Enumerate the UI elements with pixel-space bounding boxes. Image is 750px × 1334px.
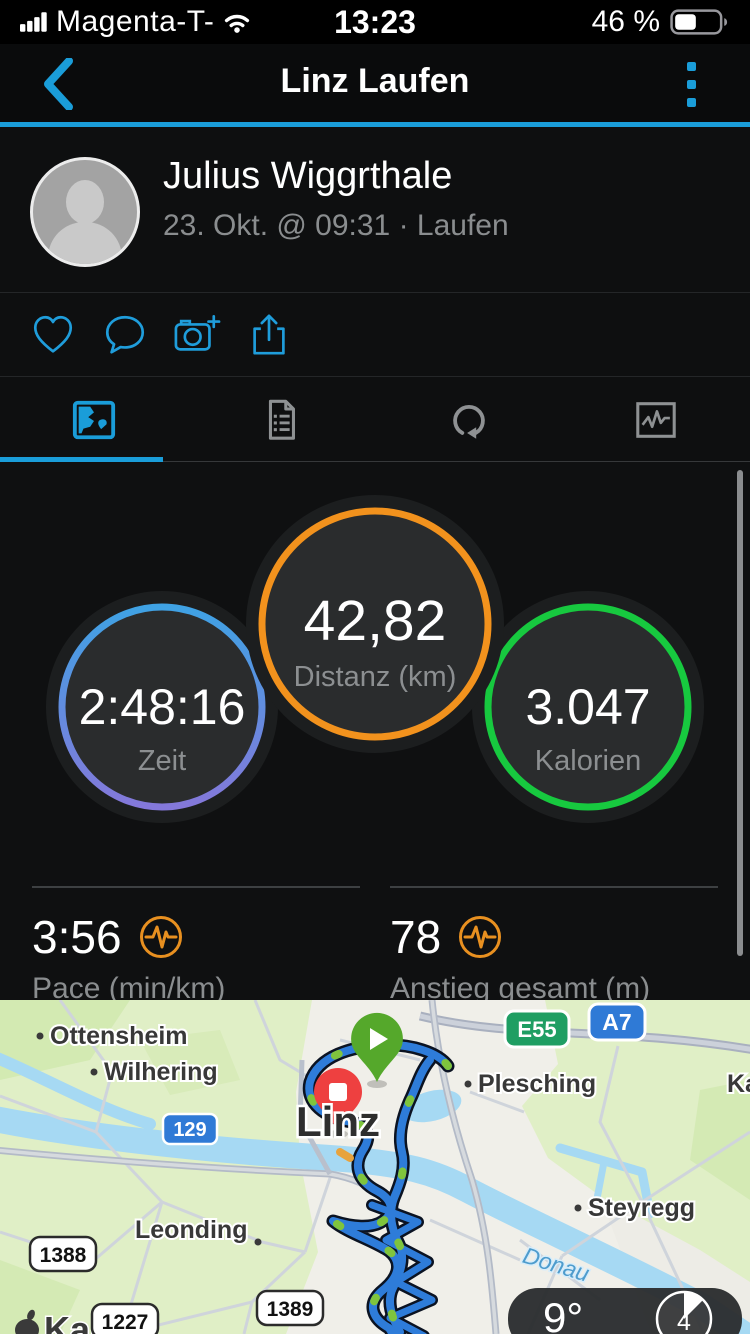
- svg-text:1389: 1389: [267, 1298, 314, 1321]
- pulse-icon: [139, 916, 182, 958]
- pace-label: Pace (min/km): [32, 972, 226, 1005]
- carrier-label: Magenta-T-: [56, 5, 215, 38]
- place-label: Wilhering: [104, 1058, 218, 1086]
- place-label: Steyregg: [588, 1194, 695, 1222]
- pace-metric: 3:56 Pace (min/km): [32, 886, 360, 1006]
- comment-button[interactable]: [100, 310, 150, 360]
- shield-1389: 1389: [255, 1289, 325, 1327]
- place-label: Plesching: [478, 1070, 596, 1098]
- ascent-metric: 78 Anstieg gesamt (m): [390, 886, 718, 1006]
- tab-details[interactable]: [188, 378, 376, 461]
- place-label: Leonding: [135, 1216, 247, 1244]
- pulse-icon: [459, 916, 502, 958]
- scrollbar-thumb[interactable]: [737, 470, 743, 956]
- time-value: 2:48:16: [79, 679, 246, 735]
- map-tab-icon: [72, 400, 115, 439]
- stop-marker: [314, 1068, 362, 1138]
- battery-icon: [670, 9, 728, 35]
- menu-dot-icon: [686, 79, 696, 89]
- city-label: Linz: [296, 1098, 380, 1145]
- shield-1227: 1227: [90, 1302, 160, 1334]
- menu-dot-icon: [686, 97, 696, 107]
- action-bar: [0, 294, 750, 377]
- ascent-label: Anstieg gesamt (m): [390, 972, 651, 1005]
- wifi-icon: [225, 14, 250, 33]
- page-title: Linz Laufen: [280, 62, 470, 100]
- ascent-value: 78: [390, 911, 442, 963]
- charts-tab-icon: [636, 401, 676, 438]
- route-map[interactable]: Ottensheim Wilhering Plesching Kat Steyr…: [0, 1000, 750, 1334]
- heart-icon: [33, 315, 73, 353]
- laps-tab-icon: [452, 404, 485, 439]
- tab-bar: [0, 378, 750, 462]
- tab-map[interactable]: [0, 378, 188, 462]
- weather-overlay: 9° 4: [508, 1288, 742, 1334]
- temperature-label: 9°: [543, 1294, 583, 1334]
- tab-laps[interactable]: [375, 378, 563, 461]
- avatar[interactable]: [30, 157, 140, 267]
- activity-meta: 23. Okt. @ 09:31 · Laufen: [163, 209, 509, 242]
- share-icon: [253, 314, 285, 355]
- wind-gauge-value: 4: [677, 1308, 691, 1334]
- share-button[interactable]: [244, 310, 294, 360]
- svg-text:129: 129: [173, 1119, 206, 1141]
- battery-percent: 46 %: [591, 5, 660, 38]
- tab-charts[interactable]: [563, 378, 750, 461]
- svg-text:1227: 1227: [102, 1311, 149, 1334]
- time-ring: 2:48:16 Zeit: [46, 591, 278, 823]
- calories-ring: 3.047 Kalorien: [472, 591, 704, 823]
- like-button[interactable]: [28, 310, 78, 360]
- calories-label: Kalorien: [535, 745, 641, 777]
- svg-text:1388: 1388: [40, 1244, 87, 1267]
- svg-text:E55: E55: [517, 1017, 556, 1042]
- signal-icon: [20, 12, 47, 32]
- place-label: Ottensheim: [50, 1022, 188, 1050]
- distance-label: Distanz (km): [294, 661, 457, 693]
- overflow-menu-button[interactable]: [676, 56, 706, 112]
- time-label: Zeit: [138, 745, 186, 777]
- calories-value: 3.047: [525, 679, 650, 735]
- active-tab-indicator: [0, 457, 163, 462]
- menu-dot-icon: [686, 61, 696, 71]
- status-bar: Magenta-T- 13:23 46 %: [0, 0, 750, 44]
- details-tab-icon: [269, 399, 296, 440]
- map-greenery: [0, 1000, 750, 1334]
- comment-icon: [105, 315, 145, 354]
- distance-ring: 42,82 Distanz (km): [246, 495, 504, 753]
- summary-panel: 2:48:16 Zeit 3.047 Kalorien 42,82 Distan…: [0, 462, 750, 1005]
- map-labels: Ottensheim Wilhering Plesching Kat Steyr…: [36, 1020, 750, 1288]
- distance-value: 42,82: [304, 589, 447, 653]
- shield-1388: 1388: [28, 1235, 98, 1273]
- add-photo-button[interactable]: [172, 310, 222, 360]
- place-label: Kat: [727, 1070, 750, 1098]
- shield-a7: A7: [587, 1002, 647, 1042]
- route-track: [302, 1038, 455, 1334]
- accent-divider: [0, 122, 750, 127]
- road-shields: 129 E55 A7 1388 1389: [15, 1002, 647, 1334]
- shield-e55: E55: [503, 1009, 571, 1049]
- back-chevron-icon: [44, 57, 73, 111]
- shield-129: 129: [161, 1112, 219, 1146]
- start-marker: [351, 1012, 403, 1088]
- back-button[interactable]: [28, 57, 88, 111]
- user-name: Julius Wiggrthale: [163, 155, 453, 197]
- activity-header: Julius Wiggrthale 23. Okt. @ 09:31 · Lau…: [0, 127, 750, 293]
- camera-plus-icon: [174, 314, 221, 351]
- svg-text:A7: A7: [602, 1009, 631, 1035]
- stat-rings: 2:48:16 Zeit 3.047 Kalorien 42,82 Distan…: [46, 495, 704, 823]
- clock: 13:23: [334, 3, 416, 40]
- pace-value: 3:56: [32, 911, 122, 963]
- nav-bar: Linz Laufen: [0, 44, 750, 122]
